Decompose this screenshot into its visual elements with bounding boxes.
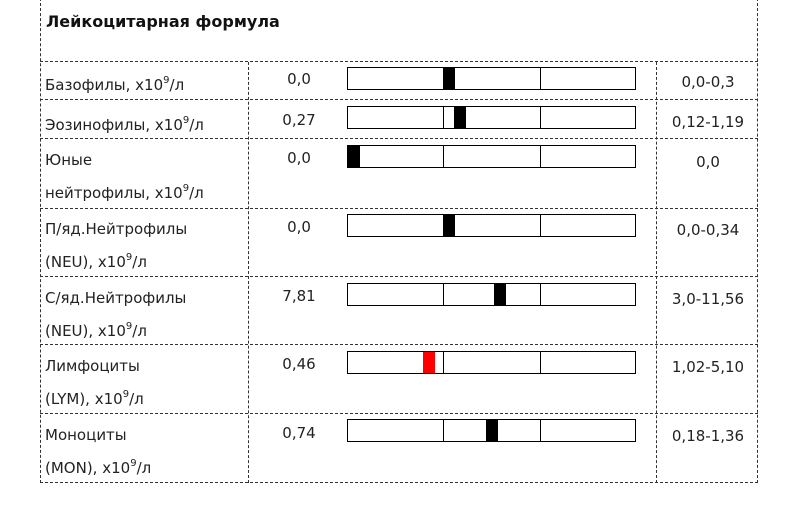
row-value-eosinophils: 0,27: [282, 111, 316, 129]
row-value-monocytes: 0,74: [282, 424, 316, 442]
row-norm-lymphocytes: 1,02-5,10: [671, 358, 745, 376]
value-marker: [422, 352, 435, 373]
column-separator-bar-norm: [656, 62, 657, 483]
row-value-basophils: 0,0: [287, 70, 311, 88]
range-bar-monocytes: [347, 419, 636, 442]
row-norm-segmented-neutrophils: 3,0-11,56: [671, 290, 745, 308]
value-marker: [442, 215, 455, 236]
value-marker: [442, 68, 455, 89]
row-separator: [40, 138, 758, 139]
row-name-band-neutrophils: П/яд.Нейтрофилы (NEU), х109/л: [45, 220, 188, 271]
column-separator-name-value: [248, 62, 249, 483]
value-marker: [348, 146, 360, 167]
leukocyte-table-frame: [40, 0, 758, 483]
row-value-young-neutrophils: 0,0: [287, 149, 311, 167]
value-marker: [494, 284, 507, 305]
row-separator: [40, 99, 758, 100]
range-bar-lymphocytes: [347, 351, 636, 374]
value-marker: [454, 107, 467, 128]
row-name-monocytes: Моноциты (MON), х109/л: [45, 426, 152, 477]
range-bar-band-neutrophils: [347, 214, 636, 237]
row-value-band-neutrophils: 0,0: [287, 218, 311, 236]
range-bar-segmented-neutrophils: [347, 283, 636, 306]
row-value-segmented-neutrophils: 7,81: [282, 287, 316, 305]
row-name-basophils: Базофилы, х109/л: [45, 75, 185, 94]
range-bar-basophils: [347, 67, 636, 90]
row-name-lymphocytes: Лимфоциты (LYM), х109/л: [45, 357, 144, 408]
section-title: Лейкоцитарная формула: [46, 12, 280, 31]
row-norm-basophils: 0,0-0,3: [681, 73, 735, 91]
row-value-lymphocytes: 0,46: [282, 355, 316, 373]
row-name-segmented-neutrophils: С/яд.Нейтрофилы (NEU), х109/л: [45, 289, 187, 340]
row-separator: [40, 344, 758, 345]
row-separator: [40, 413, 758, 414]
row-name-young-neutrophils: Юные нейтрофилы, х109/л: [45, 151, 204, 202]
row-separator: [40, 276, 758, 277]
row-norm-young-neutrophils: 0,0: [696, 153, 720, 171]
row-norm-monocytes: 0,18-1,36: [671, 427, 745, 445]
title-separator: [40, 61, 758, 62]
value-marker: [485, 420, 498, 441]
row-name-eosinophils: Эозинофилы, х109/л: [45, 115, 204, 134]
range-bar-eosinophils: [347, 106, 636, 129]
row-norm-eosinophils: 0,12-1,19: [671, 113, 745, 131]
row-norm-band-neutrophils: 0,0-0,34: [676, 221, 740, 239]
range-bar-young-neutrophils: [347, 145, 636, 168]
row-separator: [40, 208, 758, 209]
